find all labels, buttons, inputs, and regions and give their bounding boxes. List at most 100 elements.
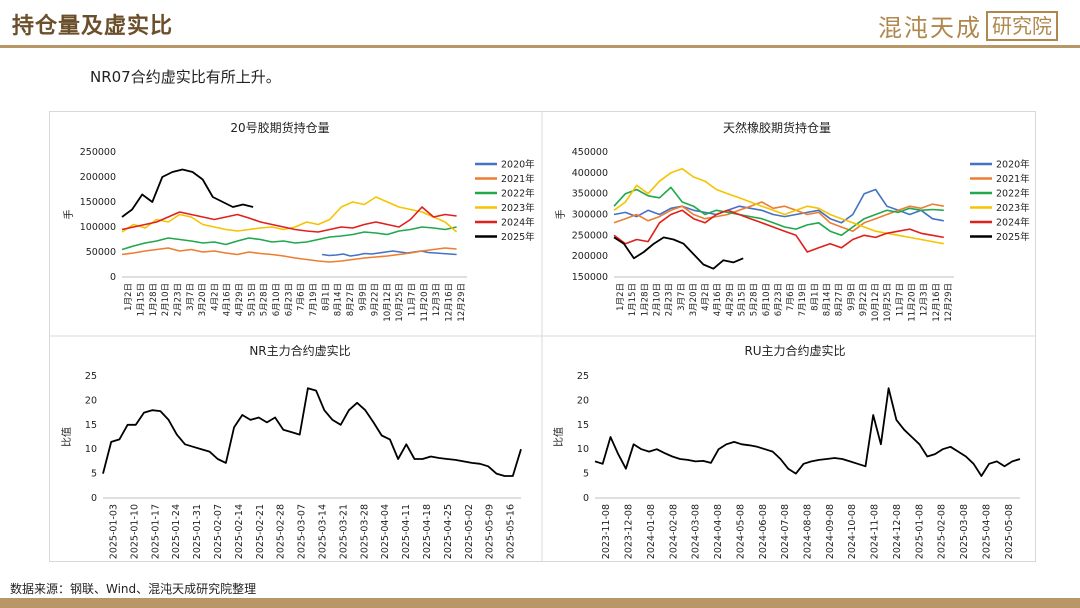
x-tick-label: 2024-09-08 xyxy=(825,504,836,559)
x-tick-label: 3月7日 xyxy=(677,283,687,311)
y-tick-label: 150000 xyxy=(572,272,608,283)
x-tick-label: 7月19日 xyxy=(309,283,319,316)
x-tick-label: 6月10日 xyxy=(272,283,282,316)
y-tick-label: 5 xyxy=(91,469,97,480)
chart-2: 天然橡胶期货持仓量 150000 200000 250000 300000 350000 4… xyxy=(554,120,1030,322)
legend-label: 2023年 xyxy=(996,202,1030,214)
y-tick-label: 150000 xyxy=(80,197,116,208)
x-tick-label: 12月3日 xyxy=(920,283,930,316)
x-tick-label: 2月10日 xyxy=(653,283,663,316)
footer-bar xyxy=(0,598,1080,608)
chart-title: NR主力合约虚实比 xyxy=(249,343,350,358)
x-tick-label: 12月16日 xyxy=(445,283,455,322)
charts-panel: 20号胶期货持仓量 0 50000 100000 150000 200000 250000 手… xyxy=(49,111,1036,562)
x-tick-label: 1月28日 xyxy=(640,283,650,316)
y-tick-label: 0 xyxy=(110,272,116,283)
x-tick-label: 2024-12-08 xyxy=(892,504,903,559)
x-tick-label: 4月16日 xyxy=(223,283,233,316)
chart-3: NR主力合约虚实比 0 5 10 15 20 25 比值 2025-01-03 2025-01-1… xyxy=(60,343,522,559)
series-line-2022年 xyxy=(121,226,457,251)
legend-label: 2021年 xyxy=(501,173,535,185)
x-tick-label: 12月3日 xyxy=(432,283,442,316)
x-tick-label: 2024-10-08 xyxy=(847,504,858,559)
x-tick-label: 2023-11-08 xyxy=(601,504,612,559)
x-tick-label: 11月7日 xyxy=(895,283,905,316)
x-tick-label: 2025-02-07 xyxy=(213,504,224,559)
x-tick-label: 12月29日 xyxy=(457,283,467,322)
y-tick-label: 200000 xyxy=(572,251,608,262)
y-axis-label: 手 xyxy=(554,210,567,220)
x-tick-label: 2025-01-31 xyxy=(192,504,203,559)
x-tick-label: 8月1日 xyxy=(321,283,331,311)
y-tick-label: 10 xyxy=(577,444,589,455)
x-tick-label: 2025-04-18 xyxy=(422,504,433,559)
x-tick-label: 2025-03-28 xyxy=(359,504,370,559)
x-tick-label: 2月23日 xyxy=(173,283,183,316)
x-tick-label: 2024-07-08 xyxy=(780,504,791,559)
x-tick-label: 4月29日 xyxy=(725,283,735,316)
x-tick-label: 8月27日 xyxy=(835,283,845,316)
x-tick-label: 1月15日 xyxy=(628,283,638,316)
series-line-RU xyxy=(594,387,1021,477)
x-tick-label: 2025-01-03 xyxy=(108,504,119,559)
page-title: 持仓量及虚实比 xyxy=(12,14,174,39)
series-line-2020年 xyxy=(321,250,457,257)
logo-badge: 研究院 xyxy=(986,10,1058,41)
series-line-2024年 xyxy=(121,206,457,233)
x-tick-label: 9月22日 xyxy=(859,283,869,316)
series-line-2025年 xyxy=(613,236,744,270)
x-tick-label: 9月9日 xyxy=(358,283,368,311)
y-tick-label: 25 xyxy=(577,371,589,382)
x-tick-label: 8月14日 xyxy=(334,283,344,316)
x-tick-label: 1月2日 xyxy=(616,283,626,311)
x-tick-label: 3月20日 xyxy=(198,283,208,316)
x-tick-label: 5月15日 xyxy=(247,283,257,316)
x-tick-label: 4月29日 xyxy=(235,283,245,316)
legend-label: 2024年 xyxy=(996,217,1030,229)
y-tick-label: 0 xyxy=(91,493,97,504)
legend-label: 2025年 xyxy=(501,231,535,243)
y-tick-label: 100000 xyxy=(80,222,116,233)
x-tick-label: 2024-06-08 xyxy=(758,504,769,559)
y-tick-label: 15 xyxy=(85,420,97,431)
x-tick-label: 11月20日 xyxy=(908,283,918,322)
x-tick-label: 11月7日 xyxy=(408,283,418,316)
x-tick-label: 2023-12-08 xyxy=(624,504,635,559)
x-tick-label: 10月12日 xyxy=(383,283,393,322)
x-tick-label: 2024-01-08 xyxy=(646,504,657,559)
x-tick-label: 10月12日 xyxy=(871,283,881,322)
legend-label: 2021年 xyxy=(996,173,1030,185)
x-tick-label: 7月19日 xyxy=(798,283,808,316)
x-tick-label: 2025-04-08 xyxy=(981,504,992,559)
series-line-2021年 xyxy=(613,201,944,232)
x-tick-label: 2025-01-24 xyxy=(171,504,182,559)
x-tick-label: 2025-04-04 xyxy=(380,504,391,559)
x-tick-label: 3月7日 xyxy=(186,283,196,311)
x-tick-label: 5月28日 xyxy=(260,283,270,316)
x-tick-label: 6月10日 xyxy=(762,283,772,316)
x-tick-label: 2024-11-08 xyxy=(870,504,881,559)
x-tick-label: 5月28日 xyxy=(750,283,760,316)
x-tick-label: 2024-02-08 xyxy=(668,504,679,559)
chart-4: RU主力合约虚实比 0 5 10 15 20 25 比值 2023-11-08 2023-12-0… xyxy=(552,343,1021,559)
company-logo: 混沌天成 研究院 xyxy=(878,8,1058,43)
y-tick-label: 20 xyxy=(577,395,589,406)
x-tick-label: 2025-04-25 xyxy=(443,504,454,559)
y-tick-label: 400000 xyxy=(572,168,608,179)
x-tick-label: 5月15日 xyxy=(738,283,748,316)
y-tick-label: 200000 xyxy=(80,172,116,183)
series-line-2020年 xyxy=(613,188,944,224)
x-tick-label: 2025-03-08 xyxy=(959,504,970,559)
y-tick-label: 350000 xyxy=(572,189,608,200)
chart-title: 天然橡胶期货持仓量 xyxy=(723,120,831,135)
x-tick-label: 8月27日 xyxy=(346,283,356,316)
x-tick-label: 4月2日 xyxy=(701,283,711,311)
x-tick-label: 2月23日 xyxy=(665,283,675,316)
x-tick-label: 2024-05-08 xyxy=(735,504,746,559)
x-tick-label: 12月29日 xyxy=(944,283,954,322)
y-axis-label: 比值 xyxy=(60,427,73,447)
x-tick-label: 2025-05-09 xyxy=(485,504,496,559)
legend-label: 2025年 xyxy=(996,231,1030,243)
series-line-2021年 xyxy=(121,247,457,263)
logo-text: 混沌天成 xyxy=(878,14,982,42)
